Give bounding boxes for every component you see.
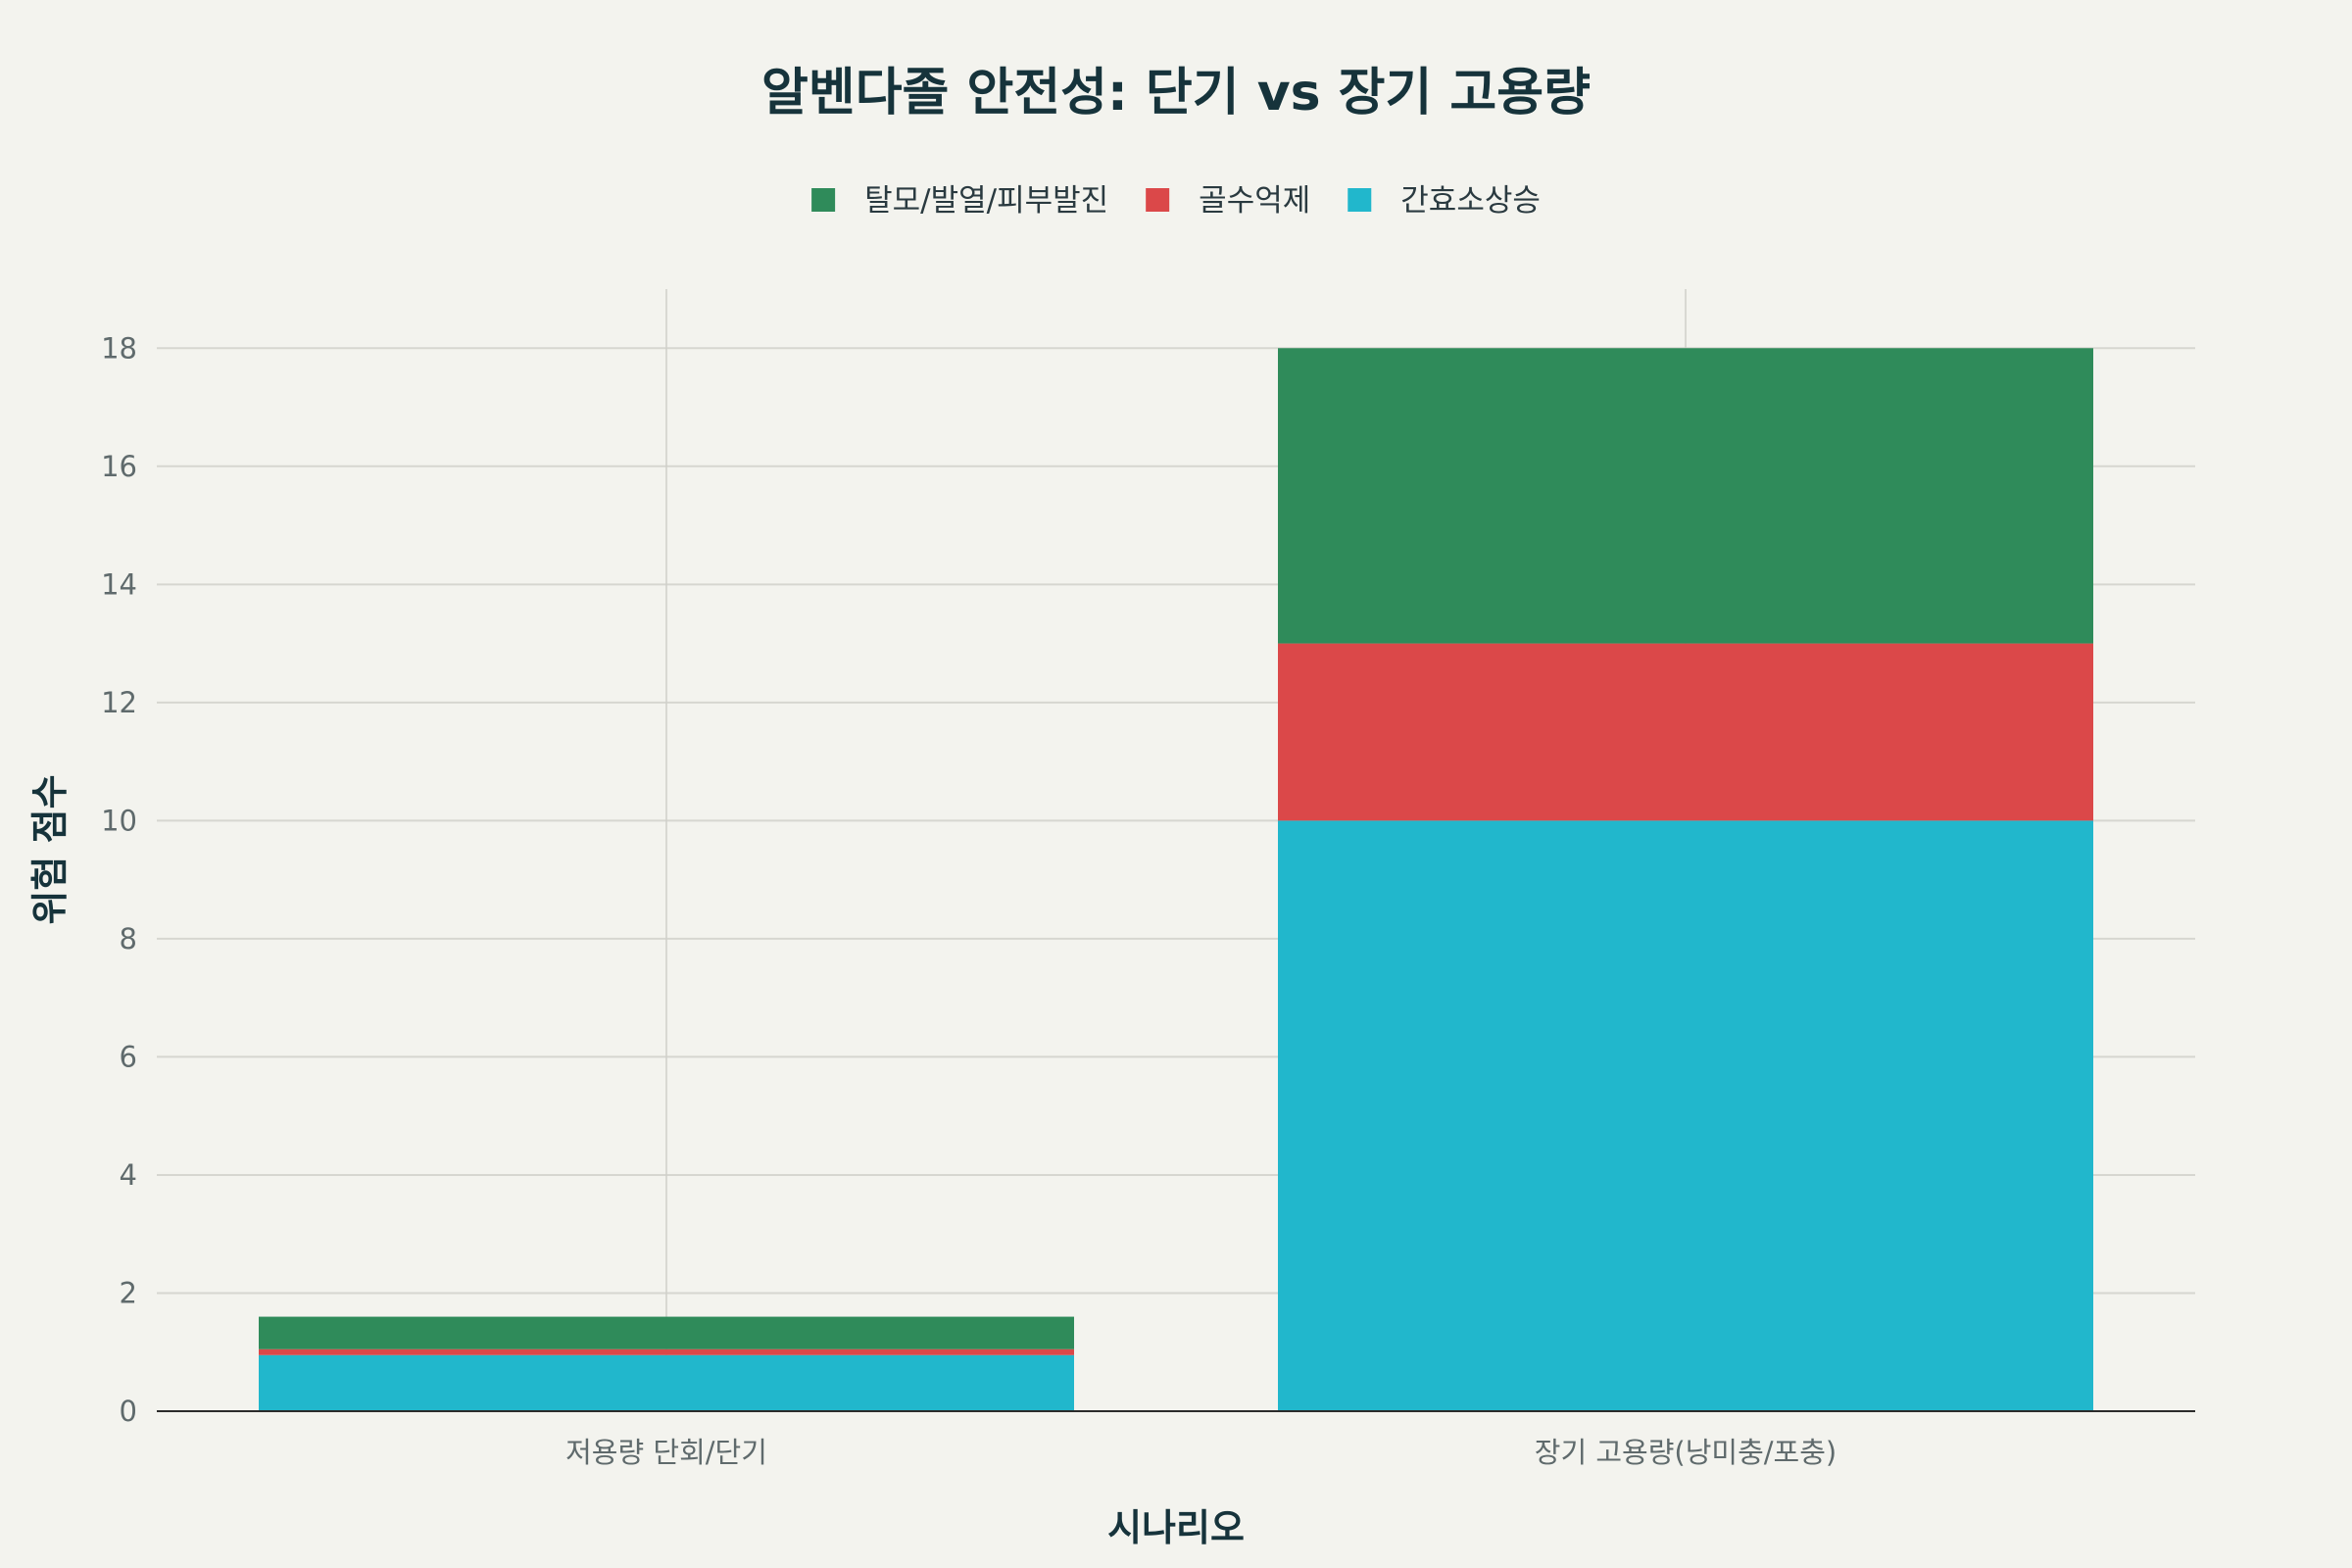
x-axis-title: 시나리오 [1107,1506,1245,1549]
bar-segment[interactable] [259,1354,1074,1411]
legend-item[interactable]: 탈모/발열/피부발진 [811,183,1108,219]
bar-segment[interactable] [1278,643,2093,821]
y-tick-label: 16 [101,450,137,483]
bar-segment[interactable] [1278,348,2093,644]
legend-label: 간효소상승 [1400,183,1541,219]
legend-label: 골수억제 [1199,183,1310,219]
legend-label: 탈모/발열/피부발진 [864,183,1108,219]
y-tick-label: 10 [101,804,137,837]
legend-item[interactable]: 간효소상승 [1348,183,1541,219]
y-tick-label: 12 [101,686,137,719]
chart-title: 알벤다졸 안전성: 단기 vs 장기 고용량 [761,64,1591,122]
y-tick-label: 8 [120,922,137,956]
y-tick-label: 4 [120,1158,137,1192]
y-axis-title: 위험 점수 [28,774,72,924]
y-tick-label: 18 [101,331,137,365]
axes: 0 2 4 6 8 10 12 14 16 18 저용량 단회/단기 장기 고용량(낭미충/포충) [101,331,2195,1469]
y-tick-label: 6 [120,1040,137,1073]
y-tick-label: 0 [120,1395,137,1428]
bars [259,348,2093,1411]
legend: 탈모/발열/피부발진 골수억제 간효소상승 [811,183,1541,219]
x-tick-label: 저용량 단회/단기 [565,1436,767,1469]
bar-segment[interactable] [259,1316,1074,1349]
legend-swatch [1146,188,1170,212]
legend-item[interactable]: 골수억제 [1146,183,1310,219]
bar-segment[interactable] [259,1348,1074,1355]
legend-swatch [1348,188,1372,212]
x-tick-label: 장기 고용량(낭미충/포충) [1535,1436,1837,1469]
bar-segment[interactable] [1278,820,2093,1411]
legend-swatch [811,188,836,212]
y-tick-label: 14 [101,567,137,601]
y-tick-label: 2 [120,1276,137,1309]
